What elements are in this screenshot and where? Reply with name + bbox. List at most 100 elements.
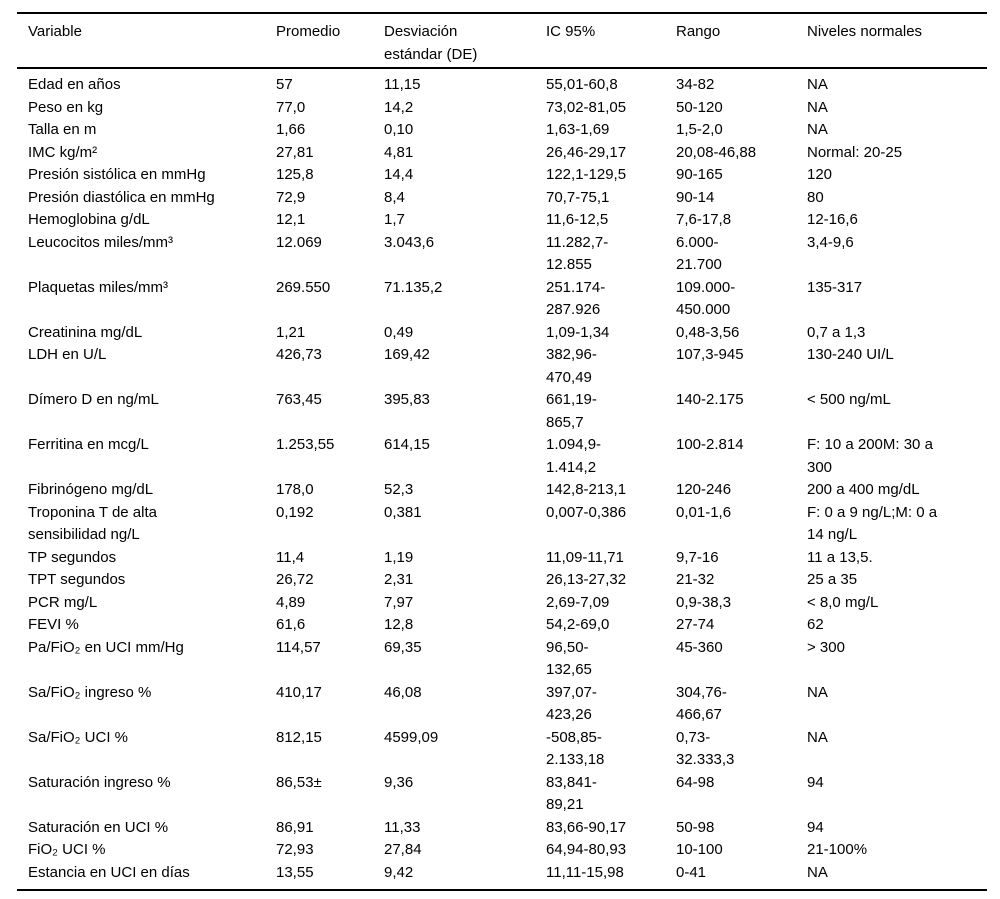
cell-de: 2,31 (384, 571, 414, 588)
cell-rango: 0,73- 32.333,3 (676, 728, 735, 769)
cell-ic95: 26,13-27,32 (546, 571, 627, 588)
cell-promedio: 1.253,55 (276, 436, 335, 453)
cell-rango: 90-14 (676, 188, 715, 206)
cell-promedio: 1,66 (276, 121, 306, 138)
table-row: Pa/FiO₂ en UCI mm/Hg 114,57 69,35 96,50- 13… (17, 637, 987, 682)
table-body: Edad en años 57 11,15 55,01-60,8 34-82 NA Peso… (17, 68, 987, 890)
cell-promedio: 86,91 (276, 818, 314, 836)
table-row: FiO₂ UCI % 72,93 27,84 64,94-80,93 10-100 21-… (17, 839, 987, 862)
table-row: Fibrinógeno mg/dL 178,0 52,3 142,8-213,1 120… (17, 479, 987, 502)
table-row: Edad en años 57 11,15 55,01-60,8 34-82 NA (17, 68, 987, 97)
cell-rango: 109.000- 450.000 (676, 278, 736, 319)
cell-rango: 140-2.175 (676, 391, 744, 408)
cell-promedio: 11,4 (276, 548, 305, 566)
cell-de: 0,381 (384, 503, 422, 521)
cell-promedio: 26,72 (276, 571, 314, 588)
column-header-desviacion-estandar: Desviación estándar (DE) (384, 23, 478, 63)
cell-promedio: 12,1 (276, 211, 306, 228)
cell-de: 71.135,2 (384, 278, 443, 296)
cell-rango: 50-120 (676, 98, 723, 116)
cell-de: 0,10 (384, 121, 414, 138)
cell-niveles: 135-317 (807, 278, 863, 296)
cell-de: 3.043,6 (384, 233, 435, 251)
table-row: IMC kg/m² 27,81 4,81 26,46-29,17 20,08-46,88… (17, 142, 987, 165)
cell-niveles: > 300 (807, 638, 845, 656)
cell-promedio: 13,55 (276, 863, 314, 881)
cell-niveles: NA (807, 683, 828, 701)
table-row: Presión sistólica en mmHg 125,8 14,4 122,1-… (17, 164, 987, 187)
table-row: TP segundos 11,4 1,19 11,09-11,71 9,7-16 11 a… (17, 547, 987, 570)
cell-variable: FiO₂ UCI % (28, 841, 106, 858)
cell-ic95: 11.282,7- 12.855 (546, 233, 609, 274)
cell-variable: Hemoglobina g/dL (28, 211, 150, 228)
table-row: Presión diastólica en mmHg 72,9 8,4 70,7-75… (17, 187, 987, 210)
cell-niveles: 120 (807, 166, 833, 183)
table-row: TPT segundos 26,72 2,31 26,13-27,32 21-32 25 … (17, 569, 987, 592)
cell-de: 7,97 (384, 593, 414, 611)
table-row: Sa/FiO₂ UCI % 812,15 4599,09 -508,85- 2.133… (17, 727, 987, 772)
cell-promedio: 27,81 (276, 143, 314, 161)
cell-variable: Leucocitos miles/mm³ (28, 233, 174, 251)
header-row: Variable Promedio Desviación estándar (D… (17, 13, 987, 68)
cell-variable: Sa/FiO₂ UCI % (28, 728, 129, 746)
cell-variable: Ferritina en mcg/L (28, 436, 149, 453)
cell-ic95: 11,11-15,98 (546, 863, 624, 881)
column-header-niveles-normales: Niveles normales (807, 23, 923, 40)
cell-rango: 50-98 (676, 818, 715, 836)
cell-de: 614,15 (384, 436, 430, 453)
cell-promedio: 12.069 (276, 233, 322, 251)
cell-rango: 107,3-945 (676, 346, 744, 363)
cell-rango: 0,48-3,56 (676, 323, 740, 341)
cell-rango: 21-32 (676, 571, 715, 588)
cell-variable: Fibrinógeno mg/dL (28, 481, 154, 498)
cell-variable: Presión sistólica en mmHg (28, 166, 206, 183)
cell-niveles: NA (807, 121, 828, 138)
cell-variable: Plaquetas miles/mm³ (28, 278, 169, 296)
table-header: Variable Promedio Desviación estándar (D… (17, 13, 987, 68)
cell-rango: 120-246 (676, 481, 732, 498)
cell-niveles: < 500 ng/mL (807, 391, 891, 408)
cell-ic95: 142,8-213,1 (546, 481, 627, 498)
cell-ic95: 54,2-69,0 (546, 616, 610, 633)
cell-rango: 0-41 (676, 863, 707, 881)
cell-niveles: 21-100% (807, 841, 868, 858)
cell-promedio: 114,57 (276, 638, 321, 656)
cell-niveles: 25 a 35 (807, 571, 858, 588)
table-row: Leucocitos miles/mm³ 12.069 3.043,6 11.282,… (17, 232, 987, 277)
cell-variable: Pa/FiO₂ en UCI mm/Hg (28, 638, 184, 656)
cell-de: 69,35 (384, 638, 422, 656)
cell-ic95: 64,94-80,93 (546, 841, 627, 858)
cell-rango: 7,6-17,8 (676, 211, 732, 228)
cell-variable: Talla en m (28, 121, 97, 138)
cell-ic95: 26,46-29,17 (546, 143, 627, 161)
table-row: Plaquetas miles/mm³ 269.550 71.135,2 251.17… (17, 277, 987, 322)
cell-promedio: 1,21 (276, 323, 306, 341)
cell-niveles: 11 a 13,5. (807, 548, 873, 566)
cell-promedio: 77,0 (276, 98, 306, 116)
cell-ic95: 2,69-7,09 (546, 593, 610, 611)
cell-niveles: NA (807, 863, 828, 881)
cell-ic95: -508,85- 2.133,18 (546, 728, 605, 769)
cell-ic95: 83,66-90,17 (546, 818, 627, 836)
table-row: Saturación en UCI % 86,91 11,33 83,66-90,17… (17, 817, 987, 840)
cell-de: 11,33 (384, 818, 421, 836)
column-header-promedio: Promedio (276, 23, 341, 40)
cell-variable: Saturación ingreso % (28, 773, 171, 791)
cell-ic95: 1.094,9- 1.414,2 (546, 436, 602, 476)
cell-de: 169,42 (384, 346, 430, 363)
cell-promedio: 269.550 (276, 278, 331, 296)
cell-variable: Troponina T de alta sensibilidad ng/L (28, 503, 157, 544)
cell-niveles: NA (807, 98, 828, 116)
table-row: Talla en m 1,66 0,10 1,63-1,69 1,5-2,0 NA (17, 119, 987, 142)
cell-ic95: 55,01-60,8 (546, 76, 618, 93)
cell-promedio: 763,45 (276, 391, 322, 408)
cell-ic95: 382,96- 470,49 (546, 346, 597, 386)
table-row: Ferritina en mcg/L 1.253,55 614,15 1.094,9-… (17, 434, 987, 479)
cell-rango: 10-100 (676, 841, 723, 858)
cell-promedio: 4,89 (276, 593, 306, 611)
cell-de: 4599,09 (384, 728, 439, 746)
table-row: FEVI % 61,6 12,8 54,2-69,0 27-74 62 (17, 614, 987, 637)
cell-promedio: 57 (276, 76, 293, 93)
cell-rango: 6.000- 21.700 (676, 233, 722, 274)
cell-variable: PCR mg/L (28, 593, 98, 611)
